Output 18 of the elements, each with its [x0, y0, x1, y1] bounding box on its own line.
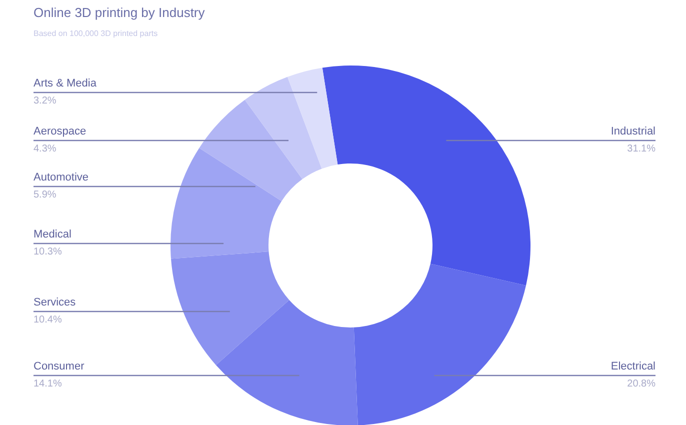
- slice-label: Medical: [34, 228, 72, 240]
- chart-title: Online 3D printing by Industry: [34, 5, 206, 20]
- slice-label: Electrical: [610, 360, 656, 372]
- data-label: 20.8%: [627, 378, 656, 390]
- chart-subtitle: Based on 100,000 3D printed parts: [34, 29, 158, 38]
- data-label: 10.4%: [34, 314, 62, 326]
- data-label: 14.1%: [34, 378, 62, 390]
- data-label: 10.3%: [34, 246, 62, 258]
- slice-label: Automotive: [34, 172, 89, 184]
- data-label: 3.2%: [34, 96, 56, 106]
- data-label: 4.3%: [34, 144, 56, 154]
- slice-label: Consumer: [34, 360, 85, 372]
- slice-label: Industrial: [610, 126, 656, 138]
- slice-label: Services: [34, 296, 76, 308]
- slice-label: Aerospace: [34, 126, 86, 138]
- data-label: 31.1%: [627, 144, 656, 154]
- data-label: 5.9%: [34, 190, 56, 200]
- slice-label: Arts & Media: [34, 78, 98, 90]
